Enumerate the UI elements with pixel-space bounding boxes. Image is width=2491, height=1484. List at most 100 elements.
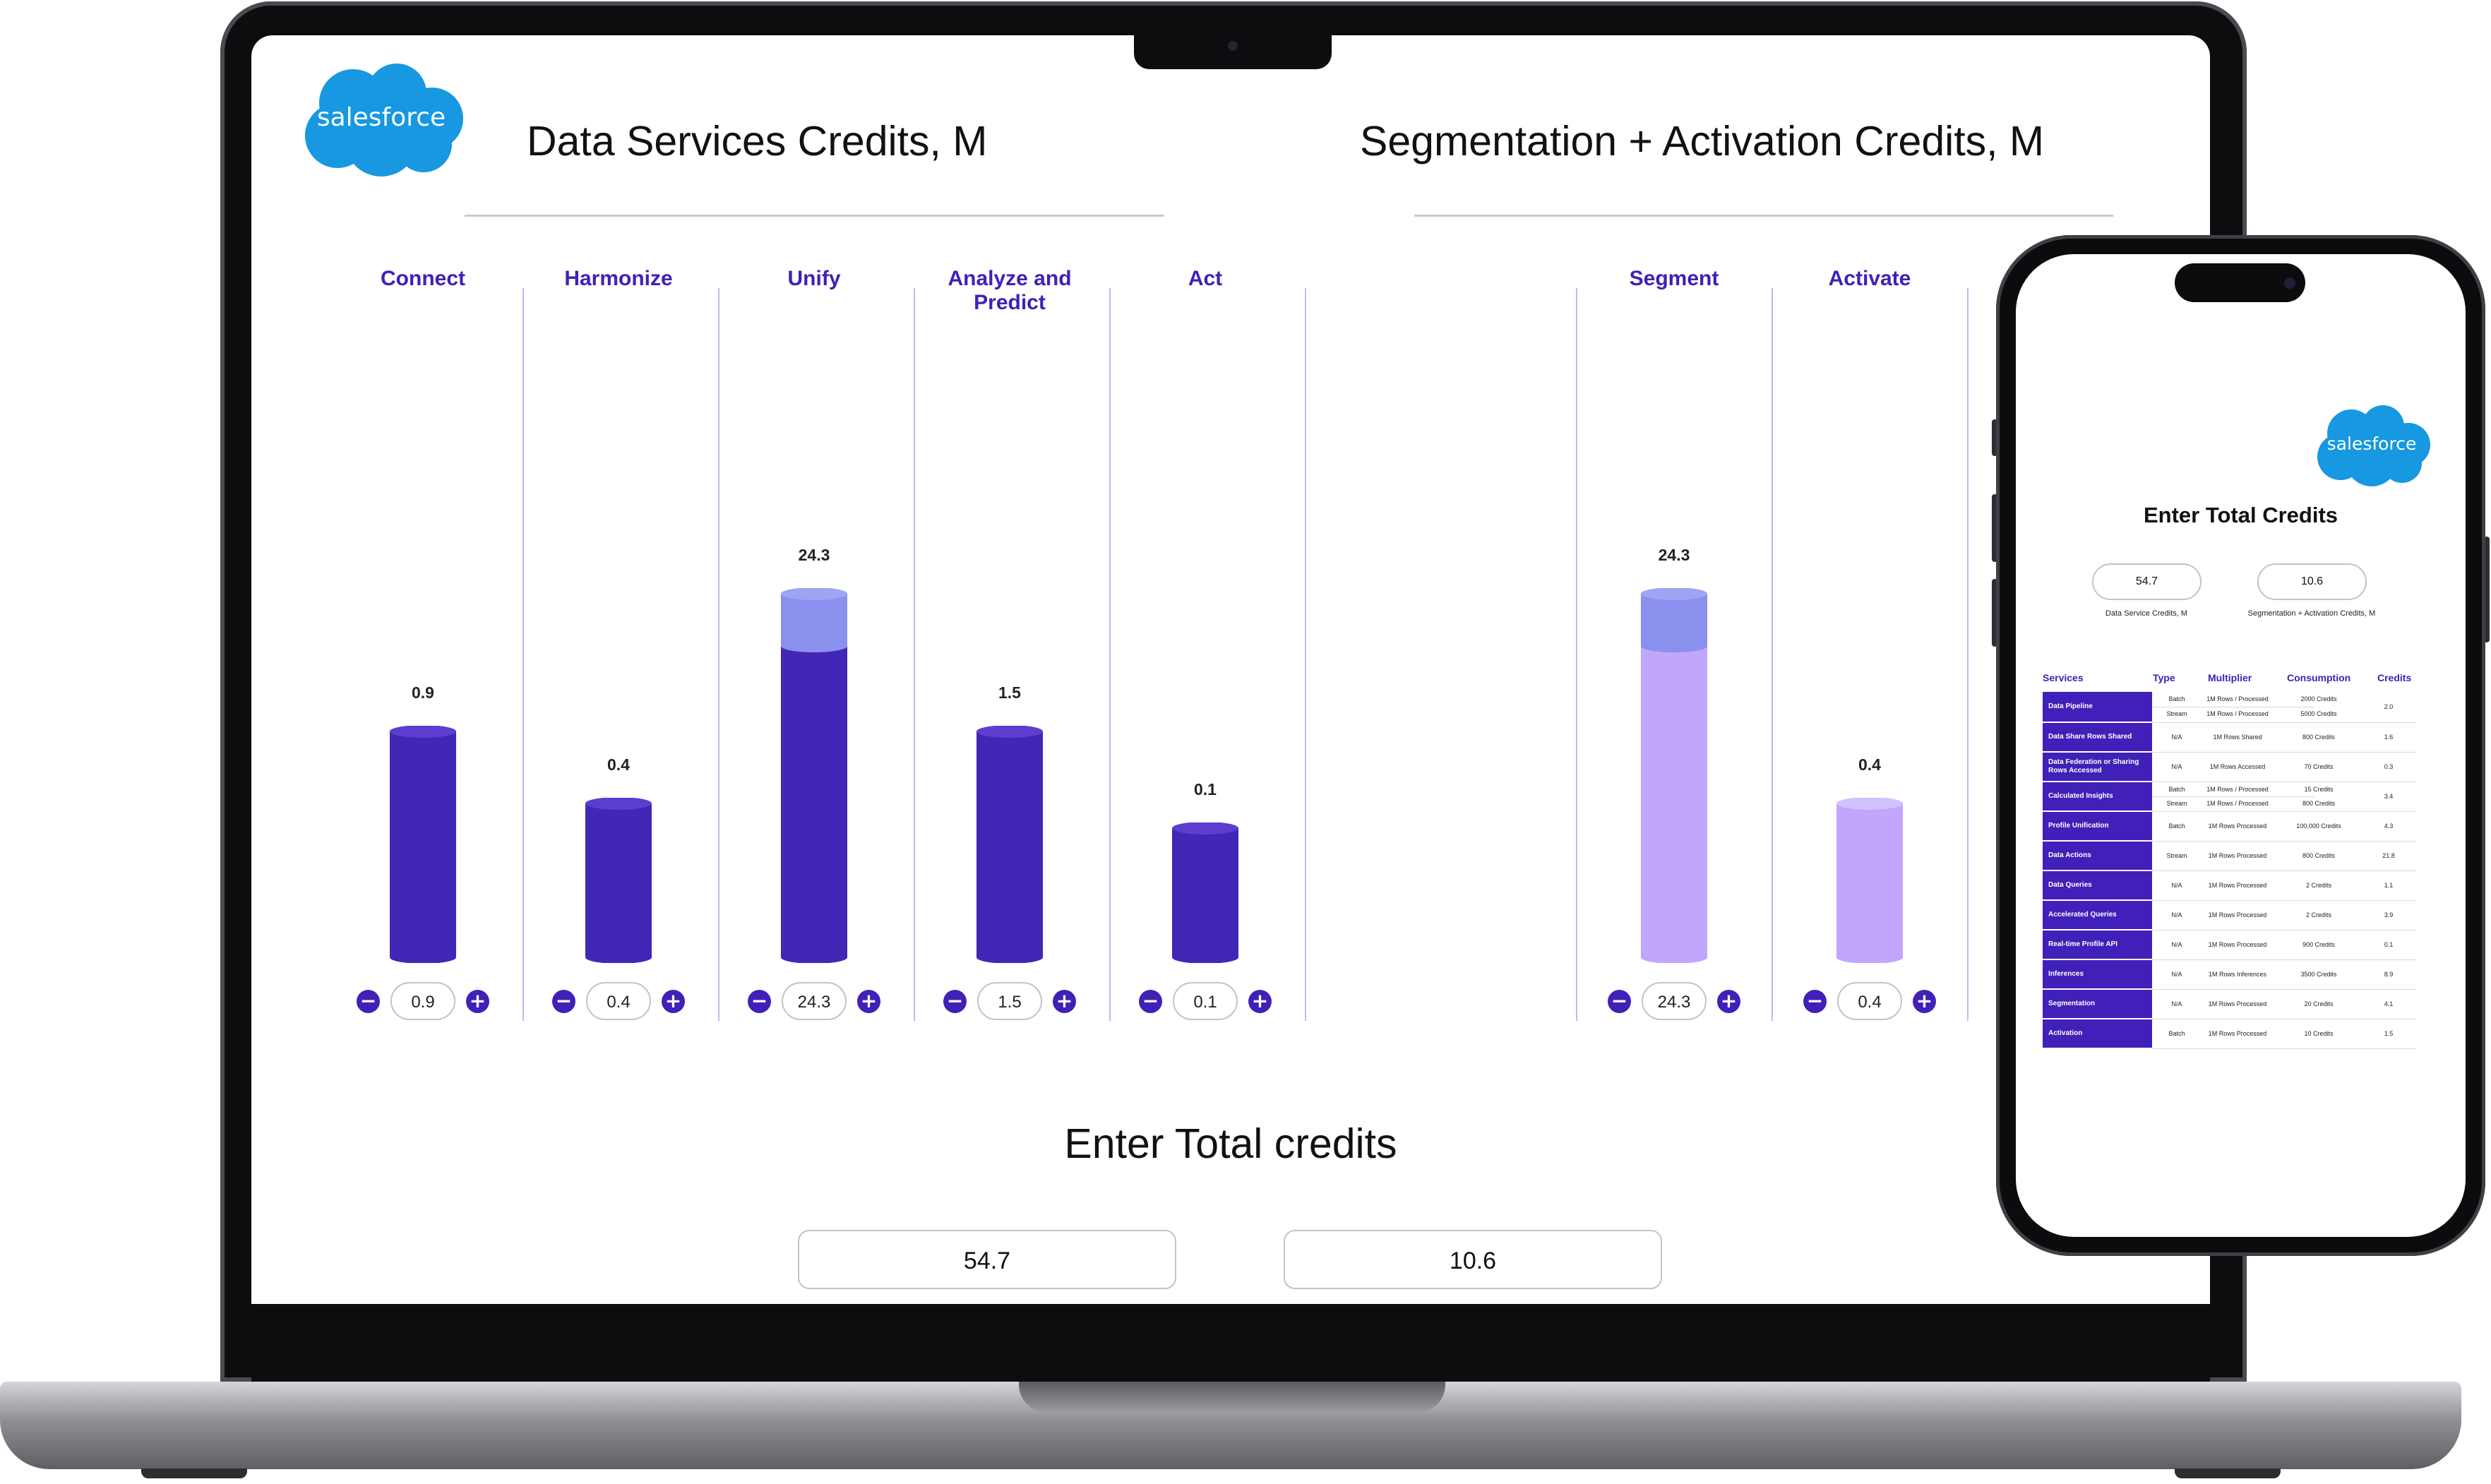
decrement-button[interactable]: −	[1139, 990, 1162, 1013]
credit-input[interactable]: 1.5	[977, 982, 1042, 1020]
table-cell-credits: 4.3	[2384, 822, 2394, 830]
logo-text: salesforce	[316, 103, 446, 132]
increment-button[interactable]: +	[1717, 990, 1740, 1013]
table-cell-multiplier: 1M Rows / Processed	[2206, 785, 2269, 793]
row-divider	[2152, 870, 2416, 871]
row-divider	[2152, 989, 2416, 990]
enter-total-credits-title: Enter Total credits	[1064, 1120, 1397, 1167]
decrement-button[interactable]: −	[748, 990, 771, 1013]
decrement-button[interactable]: −	[943, 990, 967, 1013]
dynamic-island	[2175, 263, 2305, 302]
table-header-multiplier: Multiplier	[2208, 672, 2252, 683]
credit-bar	[1172, 822, 1238, 963]
salesforce-logo: salesforce	[298, 62, 465, 178]
credit-input[interactable]: 0.9	[390, 982, 455, 1020]
table-cell-credits: 1.1	[2384, 881, 2394, 889]
table-cell-multiplier: 1M Rows Processed	[2208, 822, 2267, 830]
service-name-cell: Calculated Insights	[2043, 782, 2152, 810]
credit-input[interactable]: 24.3	[1642, 982, 1707, 1020]
bar-value-label: 0.4	[607, 755, 630, 774]
table-cell-type: Batch	[2168, 1029, 2185, 1037]
bar-value-label: 0.1	[1194, 780, 1217, 798]
increment-button[interactable]: +	[857, 990, 880, 1013]
table-cell-consumption: 2000 Credits	[2300, 695, 2337, 702]
column-label: Act	[1188, 267, 1223, 290]
phone-total-segmentation-input[interactable]: 10.6	[2257, 563, 2367, 600]
table-cell-credits: 1.5	[2384, 1029, 2394, 1037]
laptop-foot-right	[2175, 1468, 2281, 1478]
table-cell-credits: 0.1	[2384, 940, 2394, 948]
column-separator	[718, 288, 719, 1021]
salesforce-cloud-icon	[305, 64, 463, 176]
phone-salesforce-cloud-icon	[2317, 405, 2430, 486]
row-divider	[2152, 841, 2416, 842]
table-cell-consumption: 800 Credits	[2302, 799, 2336, 807]
credit-input[interactable]: 0.4	[586, 982, 651, 1020]
increment-button[interactable]: +	[662, 990, 685, 1013]
bar-value-label: 0.9	[412, 683, 434, 702]
table-cell-type: Stream	[2166, 799, 2187, 807]
credit-bar	[1641, 588, 1707, 963]
credit-bar	[976, 726, 1043, 963]
camera-icon	[1228, 41, 1238, 51]
column-separator	[1772, 288, 1773, 1021]
service-name-cell: Segmentation	[2043, 990, 2152, 1018]
table-cell-consumption: 10 Credits	[2304, 1029, 2334, 1037]
decrement-button[interactable]: −	[1608, 990, 1631, 1013]
increment-button[interactable]: +	[1913, 990, 1936, 1013]
column-separator	[1305, 288, 1306, 1021]
laptop-screen: salesforce Data Services Credits, M Segm…	[251, 35, 2210, 1304]
column-label: Connect	[381, 267, 465, 290]
table-header-type: Type	[2153, 672, 2175, 683]
service-name-cell: Data Actions	[2043, 842, 2152, 870]
column-separator	[1967, 288, 1969, 1021]
divider-left	[465, 215, 1164, 217]
decrement-button[interactable]: −	[552, 990, 575, 1013]
table-cell-consumption: 20 Credits	[2304, 1000, 2334, 1007]
table-cell-multiplier: 1M Rows / Processed	[2206, 710, 2269, 717]
table-cell-multiplier: 1M Rows Processed	[2208, 881, 2267, 889]
service-name-cell: Data Queries	[2043, 871, 2152, 899]
table-cell-credits: 4.1	[2384, 1000, 2394, 1007]
credit-bar	[390, 726, 456, 963]
phone-camera-icon	[2284, 277, 2295, 289]
table-cell-multiplier: 1M Rows Inferences	[2208, 970, 2267, 978]
laptop-opening-notch	[1019, 1382, 1445, 1413]
increment-button[interactable]: +	[466, 990, 489, 1013]
total-segmentation-input[interactable]: 10.6	[1284, 1230, 1662, 1289]
decrement-button[interactable]: −	[1803, 990, 1827, 1013]
phone-power-button	[2484, 537, 2490, 642]
service-name-cell: Real-time Profile API	[2043, 931, 2152, 959]
row-divider	[2152, 752, 2416, 753]
phone-total-data-services-caption: Data Service Credits, M	[2105, 609, 2188, 618]
segmentation-title: Segmentation + Activation Credits, M	[1360, 118, 2045, 164]
bar-value-label: 1.5	[998, 683, 1021, 702]
table-cell-type: Stream	[2166, 710, 2187, 717]
row-divider	[2152, 811, 2416, 812]
table-cell-credits: 8.9	[2384, 970, 2394, 978]
table-header-credits: Credits	[2377, 672, 2412, 683]
column-label: Analyze and Predict	[948, 267, 1072, 314]
table-cell-multiplier: 1M Rows Processed	[2208, 940, 2267, 948]
row-divider	[2152, 959, 2416, 960]
total-data-services-input[interactable]: 54.7	[798, 1230, 1176, 1289]
table-cell-type: Batch	[2168, 785, 2185, 793]
table-cell-multiplier: 1M Rows Shared	[2213, 733, 2262, 741]
increment-button[interactable]: +	[1053, 990, 1076, 1013]
decrement-button[interactable]: −	[357, 990, 380, 1013]
credit-input[interactable]: 24.3	[782, 982, 847, 1020]
table-cell-multiplier: 1M Rows Processed	[2208, 1029, 2267, 1037]
row-divider	[2152, 1048, 2416, 1049]
bar-value-label: 0.4	[1858, 755, 1881, 774]
credit-input[interactable]: 0.4	[1837, 982, 1902, 1020]
service-name-cell: Data Pipeline	[2043, 692, 2152, 722]
table-cell-multiplier: 1M Rows Accessed	[2209, 762, 2266, 770]
table-cell-credits: 3.9	[2384, 911, 2394, 918]
column-label: Segment	[1629, 267, 1719, 290]
credit-input[interactable]: 0.1	[1173, 982, 1238, 1020]
increment-button[interactable]: +	[1248, 990, 1272, 1013]
phone-total-data-services-input[interactable]: 54.7	[2092, 563, 2202, 600]
table-cell-type: N/A	[2171, 881, 2182, 889]
table-cell-credits: 2.0	[2384, 702, 2394, 710]
row-divider	[2152, 796, 2314, 797]
